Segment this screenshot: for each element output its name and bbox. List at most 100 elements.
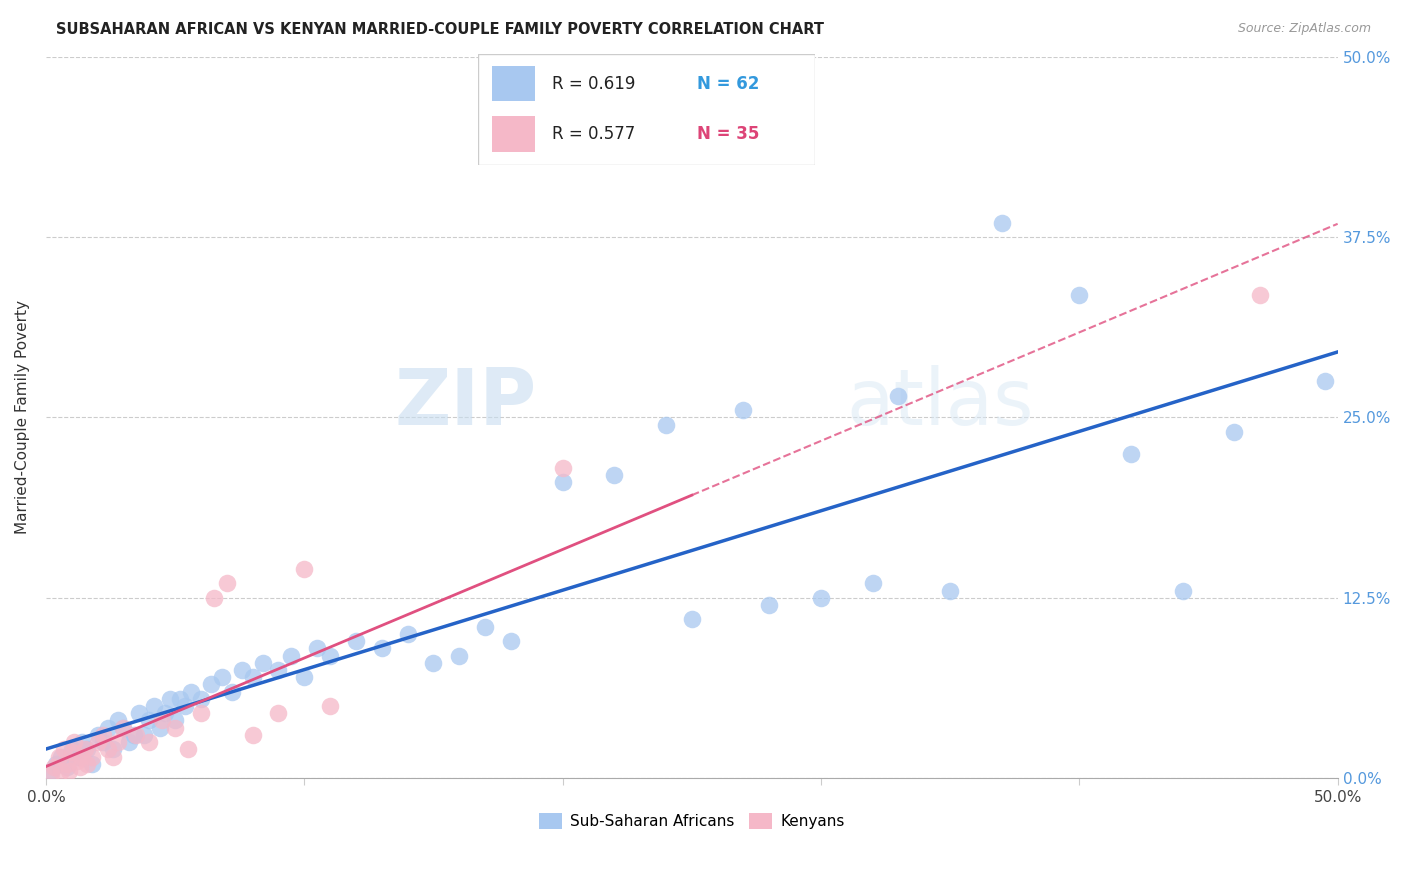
Point bbox=[1249, 287, 1271, 301]
Point bbox=[551, 461, 574, 475]
Point bbox=[174, 699, 197, 714]
Point bbox=[58, 764, 80, 778]
Text: SUBSAHARAN AFRICAN VS KENYAN MARRIED-COUPLE FAMILY POVERTY CORRELATION CHART: SUBSAHARAN AFRICAN VS KENYAN MARRIED-COU… bbox=[56, 22, 824, 37]
Point bbox=[939, 583, 962, 598]
Point bbox=[177, 742, 200, 756]
Point bbox=[107, 735, 129, 749]
Point bbox=[70, 749, 93, 764]
Point bbox=[200, 677, 222, 691]
Point bbox=[134, 728, 156, 742]
Point bbox=[231, 663, 253, 677]
Bar bbox=[492, 66, 536, 102]
Point bbox=[107, 714, 129, 728]
Point bbox=[758, 598, 780, 612]
Point bbox=[86, 735, 108, 749]
Text: ZIP: ZIP bbox=[395, 365, 537, 441]
Text: N = 35: N = 35 bbox=[697, 125, 759, 143]
Point bbox=[1069, 287, 1091, 301]
Point bbox=[76, 756, 98, 771]
Point bbox=[215, 576, 238, 591]
Point bbox=[242, 728, 264, 742]
Point bbox=[143, 699, 166, 714]
Point bbox=[101, 742, 124, 756]
Point bbox=[51, 764, 73, 778]
Point bbox=[449, 648, 471, 663]
Point bbox=[551, 475, 574, 490]
Point bbox=[138, 714, 160, 728]
Point bbox=[55, 756, 77, 771]
Point bbox=[97, 742, 120, 756]
Point bbox=[681, 612, 703, 626]
Point bbox=[128, 706, 150, 721]
Point bbox=[69, 760, 91, 774]
FancyBboxPatch shape bbox=[478, 54, 815, 165]
Point bbox=[307, 641, 329, 656]
Point bbox=[101, 749, 124, 764]
Point bbox=[1171, 583, 1194, 598]
Point bbox=[39, 764, 62, 778]
Point bbox=[371, 641, 394, 656]
Point bbox=[211, 670, 233, 684]
Point bbox=[499, 634, 522, 648]
Point bbox=[422, 656, 444, 670]
Point bbox=[169, 691, 191, 706]
Point bbox=[810, 591, 832, 605]
Point bbox=[252, 656, 274, 670]
Point bbox=[190, 706, 212, 721]
Point bbox=[42, 760, 65, 774]
Point bbox=[45, 756, 67, 771]
Point bbox=[91, 728, 114, 742]
Point bbox=[862, 576, 884, 591]
Point bbox=[991, 216, 1014, 230]
Point bbox=[1223, 425, 1246, 439]
Point bbox=[66, 754, 89, 768]
Text: R = 0.577: R = 0.577 bbox=[553, 125, 636, 143]
Point bbox=[112, 721, 135, 735]
Point bbox=[165, 714, 187, 728]
Point bbox=[242, 670, 264, 684]
Point bbox=[267, 706, 290, 721]
Point bbox=[153, 706, 176, 721]
Point bbox=[39, 767, 62, 781]
Text: Source: ZipAtlas.com: Source: ZipAtlas.com bbox=[1237, 22, 1371, 36]
Point bbox=[82, 756, 104, 771]
Point bbox=[125, 728, 148, 742]
Point bbox=[60, 742, 83, 756]
Point bbox=[138, 735, 160, 749]
Point bbox=[319, 648, 342, 663]
Point bbox=[55, 760, 77, 774]
Point bbox=[112, 721, 135, 735]
Point bbox=[66, 749, 89, 764]
Point bbox=[48, 749, 70, 764]
Point bbox=[319, 699, 342, 714]
Point bbox=[150, 714, 173, 728]
Point bbox=[474, 620, 496, 634]
Point bbox=[190, 691, 212, 706]
Point bbox=[180, 684, 202, 698]
Point bbox=[267, 663, 290, 677]
Y-axis label: Married-Couple Family Poverty: Married-Couple Family Poverty bbox=[15, 301, 30, 534]
Point bbox=[117, 735, 139, 749]
Point bbox=[51, 749, 73, 764]
Point bbox=[73, 742, 96, 756]
Bar bbox=[492, 116, 536, 152]
Point bbox=[165, 721, 187, 735]
Point bbox=[91, 735, 114, 749]
Point bbox=[221, 684, 243, 698]
Legend: Sub-Saharan Africans, Kenyans: Sub-Saharan Africans, Kenyans bbox=[533, 807, 851, 836]
Text: atlas: atlas bbox=[846, 365, 1035, 441]
Text: N = 62: N = 62 bbox=[697, 75, 759, 93]
Point bbox=[70, 735, 93, 749]
Point bbox=[887, 389, 910, 403]
Point bbox=[733, 403, 755, 417]
Point bbox=[344, 634, 367, 648]
Point bbox=[53, 742, 76, 756]
Point bbox=[122, 728, 145, 742]
Point bbox=[1119, 446, 1142, 460]
Text: R = 0.619: R = 0.619 bbox=[553, 75, 636, 93]
Point bbox=[82, 749, 104, 764]
Point bbox=[76, 742, 98, 756]
Point bbox=[159, 691, 181, 706]
Point bbox=[655, 417, 678, 432]
Point bbox=[280, 648, 302, 663]
